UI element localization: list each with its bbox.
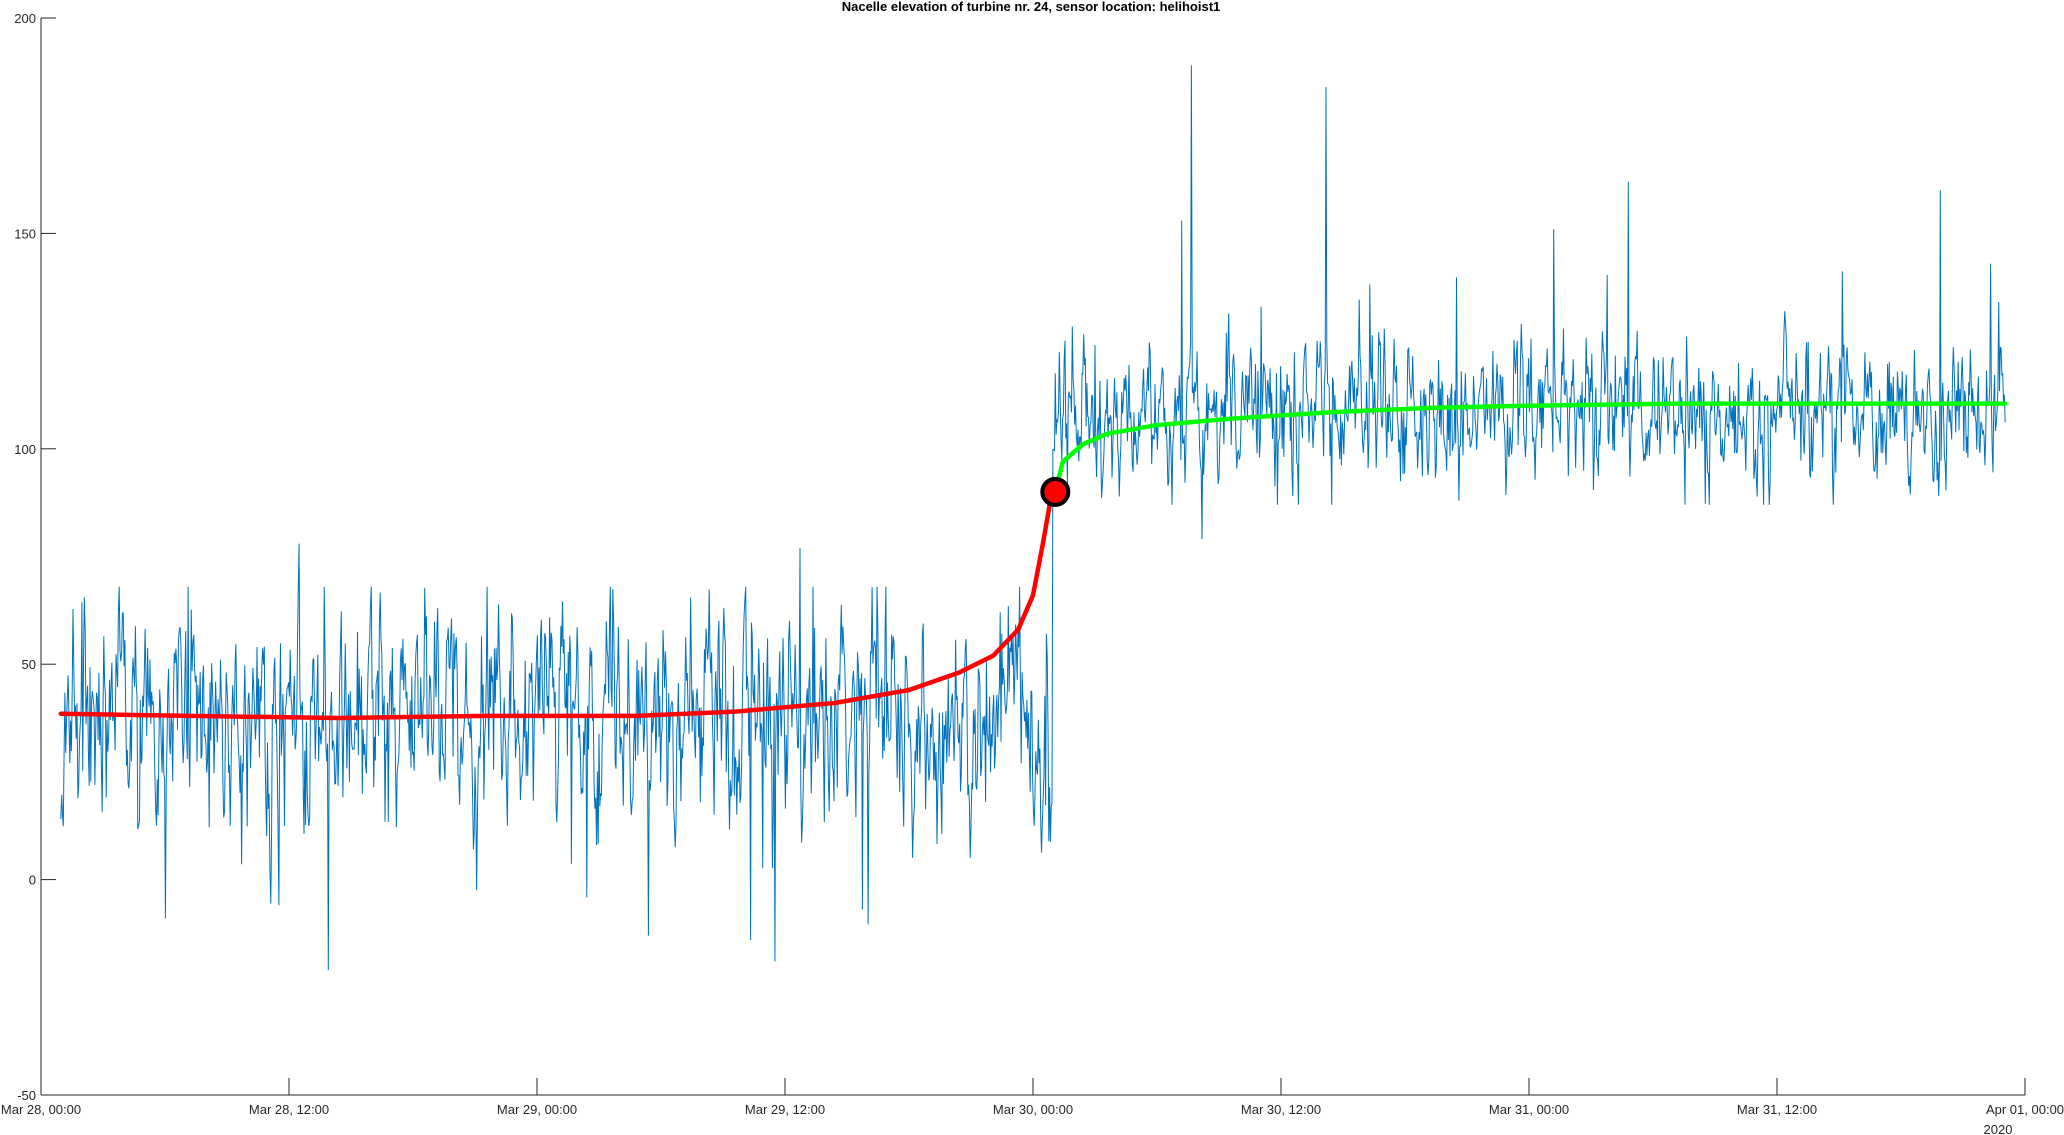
y-tick-label: 200 xyxy=(14,11,36,26)
fit-after-line xyxy=(1053,401,2008,495)
chart-title: Nacelle elevation of turbine nr. 24, sen… xyxy=(842,0,1221,14)
x-tick-label: Apr 01, 00:00 xyxy=(1986,1102,2064,1117)
change-point-marker xyxy=(1040,476,1071,507)
x-tick-label: Mar 31, 12:00 xyxy=(1737,1102,1817,1117)
x-tick-label: Mar 29, 00:00 xyxy=(497,1102,577,1117)
x-axis: Mar 28, 00:00 Mar 28, 12:00 Mar 29, 00:00 M… xyxy=(1,1078,2064,1117)
x-tick-label: Mar 28, 00:00 xyxy=(1,1102,81,1117)
y-axis: -50 0 50 100 150 200 xyxy=(14,11,56,1103)
fit-before-line xyxy=(58,489,1058,721)
y-tick-label: 150 xyxy=(14,226,36,241)
x-tick-label: Mar 30, 12:00 xyxy=(1241,1102,1321,1117)
x-tick-label: Mar 29, 12:00 xyxy=(745,1102,825,1117)
y-tick-label: 100 xyxy=(14,442,36,457)
y-tick-label: 0 xyxy=(29,873,36,888)
y-tick-label: 50 xyxy=(22,657,36,672)
x-axis-year-label: 2020 xyxy=(1984,1122,2013,1135)
x-tick-label: Mar 31, 00:00 xyxy=(1489,1102,1569,1117)
x-tick-label: Mar 30, 00:00 xyxy=(993,1102,1073,1117)
raw-signal-line xyxy=(60,65,2006,971)
x-tick-label: Mar 28, 12:00 xyxy=(249,1102,329,1117)
y-tick-label: -50 xyxy=(17,1088,36,1103)
plot-area xyxy=(58,65,2008,971)
